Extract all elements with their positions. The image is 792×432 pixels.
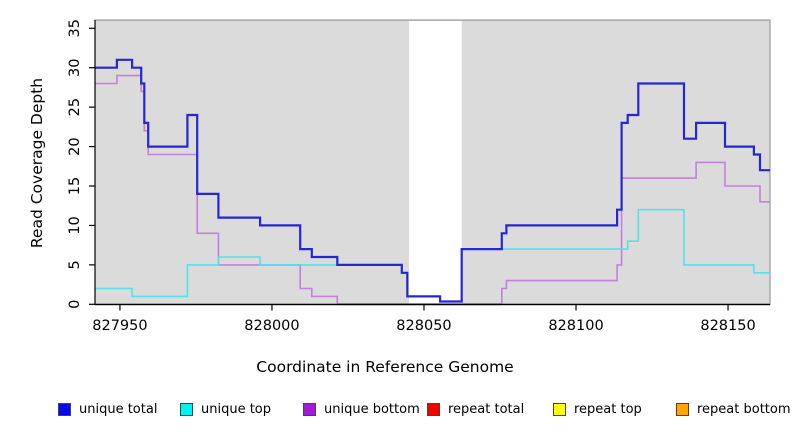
y-tick-label: 25 xyxy=(67,98,83,116)
coverage-chart: 827950 828000 828050 828100 828150 0 5 10 15 20 25… xyxy=(67,19,771,334)
legend-swatch-icon xyxy=(58,402,71,416)
y-tick-label: 15 xyxy=(67,177,83,195)
legend-item-unique-top: unique top xyxy=(180,399,271,419)
legend-label: repeat bottom xyxy=(697,401,791,417)
legend-label: unique bottom xyxy=(324,401,420,417)
x-tick-label: 828100 xyxy=(548,318,603,334)
legend-item-repeat-total: repeat total xyxy=(427,399,524,419)
legend-label: unique top xyxy=(201,401,272,417)
legend-item-unique-total: unique total xyxy=(58,399,157,419)
y-tick-label: 20 xyxy=(67,137,83,155)
legend-item-repeat-top: repeat top xyxy=(553,399,642,419)
y-tick-label: 35 xyxy=(67,19,83,37)
legend-item-unique-bottom: unique bottom xyxy=(303,399,420,419)
series-line-unique-total xyxy=(95,58,770,303)
no-coverage-gap-band xyxy=(409,21,462,304)
y-tick-label: 5 xyxy=(67,260,83,269)
x-tick-label: 828050 xyxy=(396,318,451,334)
x-axis-title: Coordinate in Reference Genome xyxy=(256,358,514,376)
legend-label: repeat total xyxy=(448,401,525,417)
y-tick-label: 0 xyxy=(67,300,83,309)
legend-swatch-icon xyxy=(180,402,193,416)
x-tick-label: 827950 xyxy=(92,318,147,334)
x-tick-label: 828000 xyxy=(244,318,299,334)
x-tick-label: 828150 xyxy=(700,318,755,334)
chart-legend: unique total unique top unique bottom repea… xyxy=(0,399,792,425)
legend-swatch-icon xyxy=(427,402,440,416)
legend-swatch-icon xyxy=(303,402,316,416)
legend-label: repeat top xyxy=(574,401,642,417)
legend-swatch-icon xyxy=(553,402,566,416)
y-tick-label: 30 xyxy=(67,58,83,76)
legend-item-repeat-bottom: repeat bottom xyxy=(676,399,791,419)
y-axis-title: Read Coverage Depth xyxy=(28,77,46,249)
legend-label: unique total xyxy=(79,401,158,417)
y-tick-label: 10 xyxy=(67,216,83,234)
legend-swatch-icon xyxy=(676,402,689,416)
